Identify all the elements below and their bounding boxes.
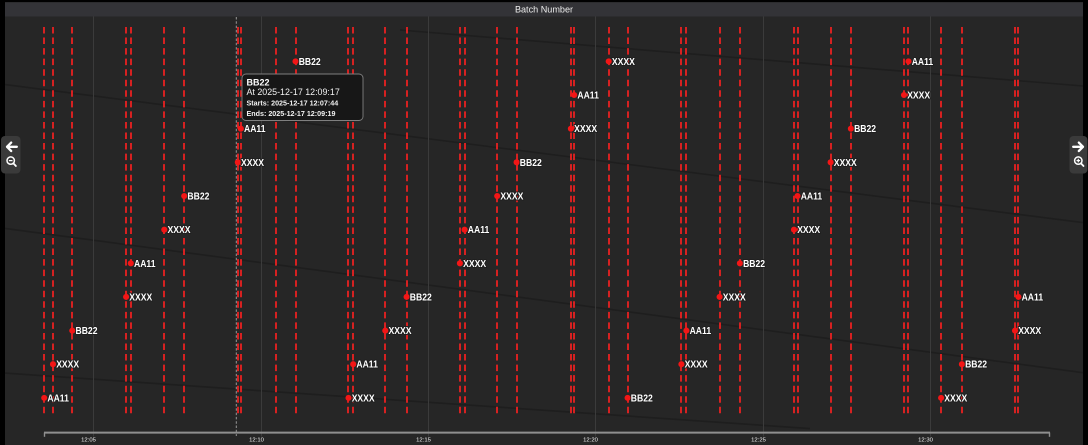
svg-text:XXXX: XXXX: [612, 57, 635, 68]
svg-text:Starts: 2025-12-17 12:07:44: Starts: 2025-12-17 12:07:44: [247, 100, 339, 108]
svg-text:Batch Number: Batch Number: [515, 4, 573, 14]
svg-text:XXXX: XXXX: [685, 360, 708, 371]
svg-text:XXXX: XXXX: [168, 225, 191, 236]
svg-text:BB22: BB22: [965, 360, 987, 371]
svg-text:BB22: BB22: [299, 57, 321, 68]
svg-text:BB22: BB22: [631, 393, 653, 404]
svg-text:XXXX: XXXX: [834, 158, 857, 169]
svg-text:BB22: BB22: [743, 259, 765, 270]
svg-text:AA11: AA11: [690, 326, 712, 337]
svg-text:12:15: 12:15: [416, 438, 431, 444]
svg-text:XXXX: XXXX: [241, 158, 264, 169]
svg-text:XXXX: XXXX: [907, 91, 930, 102]
svg-text:AA11: AA11: [577, 91, 599, 102]
svg-text:BB22: BB22: [187, 192, 209, 203]
svg-text:XXXX: XXXX: [56, 360, 79, 371]
svg-text:XXXX: XXXX: [574, 124, 597, 135]
svg-text:XXXX: XXXX: [389, 326, 412, 337]
svg-text:AA11: AA11: [1022, 292, 1044, 303]
svg-text:12:05: 12:05: [81, 438, 96, 444]
svg-text:Ends: 2025-12-17 12:09:19: Ends: 2025-12-17 12:09:19: [247, 110, 336, 118]
svg-text:AA11: AA11: [134, 259, 156, 270]
svg-text:XXXX: XXXX: [944, 393, 967, 404]
svg-text:AA11: AA11: [801, 192, 823, 203]
svg-text:12:20: 12:20: [583, 438, 598, 444]
svg-text:AA11: AA11: [244, 124, 266, 135]
svg-text:XXXX: XXXX: [129, 292, 152, 303]
svg-text:AA11: AA11: [356, 360, 378, 371]
svg-text:12:30: 12:30: [918, 438, 933, 444]
svg-text:BB22: BB22: [76, 326, 98, 337]
svg-text:XXXX: XXXX: [723, 292, 746, 303]
svg-text:XXXX: XXXX: [500, 192, 523, 203]
svg-text:BB22: BB22: [247, 78, 270, 88]
svg-text:BB22: BB22: [520, 158, 542, 169]
svg-text:XXXX: XXXX: [463, 259, 486, 270]
svg-text:BB22: BB22: [854, 124, 876, 135]
svg-text:XXXX: XXXX: [1018, 326, 1041, 337]
svg-text:XXXX: XXXX: [352, 393, 375, 404]
svg-text:At 2025-12-17 12:09:17: At 2025-12-17 12:09:17: [247, 87, 340, 97]
svg-text:AA11: AA11: [47, 393, 69, 404]
svg-text:AA11: AA11: [468, 225, 490, 236]
svg-text:12:10: 12:10: [249, 438, 264, 444]
svg-text:BB22: BB22: [410, 292, 432, 303]
svg-text:AA11: AA11: [912, 57, 934, 68]
svg-text:12:25: 12:25: [751, 438, 766, 444]
svg-text:XXXX: XXXX: [797, 225, 820, 236]
